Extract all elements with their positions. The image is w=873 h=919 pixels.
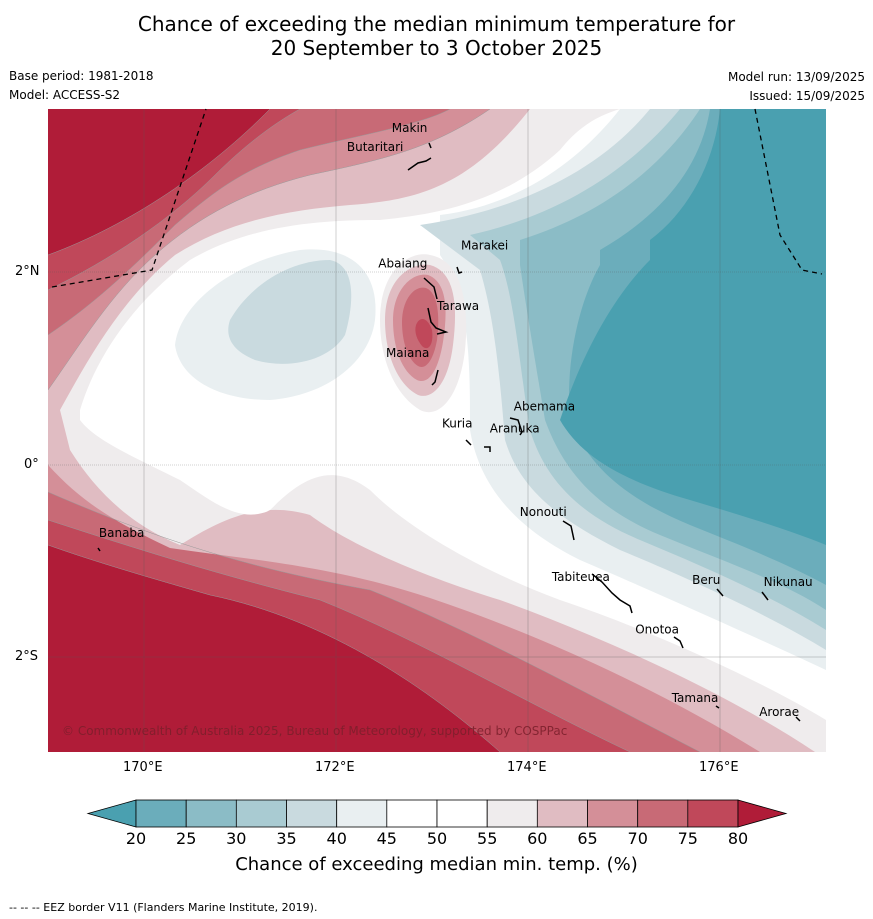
colorbar-segment [687,799,739,828]
y-tick-2N: 2°N [15,264,40,279]
island-abaiang [423,277,438,300]
colorbar-tick: 40 [326,829,347,848]
place-label-makin: Makin [392,121,428,135]
eez-border [51,108,823,288]
colorbar-segment [185,799,237,828]
y-tick-2S: 2°S [15,649,39,664]
colorbar-segment [235,799,287,828]
place-label-marakei: Marakei [461,239,508,253]
island-maiana [431,369,439,386]
colorbar-segment [386,799,438,828]
colorbar-tick: 75 [677,829,698,848]
island-tamana [715,705,720,709]
colorbar-segment [436,799,488,828]
white-patch [241,454,284,513]
x-tick-176: 176°E [699,760,739,775]
contour-lines [48,109,701,752]
island-banaba [97,547,101,552]
chart-title-line-1: Chance of exceeding the median minimum t… [137,12,736,36]
island-makin [428,142,432,149]
warm-blob-tarawa-75 [415,318,433,349]
colorbar-segment [587,799,639,828]
colorbar-tick: 50 [426,829,448,848]
island-aranuka [484,446,491,452]
place-label-butaritari: Butaritari [347,140,404,154]
x-tick-172: 172°E [315,760,355,775]
colorbar-tick: 65 [577,829,598,848]
colorbar-tick: 25 [176,829,197,848]
colorbar-tick: 70 [627,829,648,848]
x-tick-174: 174°E [507,760,547,775]
place-label-banaba: Banaba [99,526,145,540]
colorbar-segment [486,799,538,828]
island-onotoa [673,636,684,649]
place-label-onotoa: Onotoa [635,622,679,636]
place-label-abemama: Abemama [514,399,575,413]
colorbar-segment [336,799,388,828]
island-tarawa [427,307,449,335]
model-run-date: Model run: 13/09/2025 [727,70,865,84]
colorbar-tick: 45 [376,829,397,848]
place-label-kuria: Kuria [442,417,473,431]
island-nikunau [761,591,769,601]
place-label-tamana: Tamana [671,691,719,705]
colorbar-segment [286,799,338,828]
model-name: Model: ACCESS-S2 [9,88,121,102]
island-marakei [456,266,463,274]
colorbar-tick: 55 [477,829,498,848]
graticule [48,109,826,752]
place-label-nikunau: Nikunau [764,575,813,589]
place-label-tarawa: Tarawa [436,299,479,313]
copyright-notice: © Commonwealth of Australia 2025, Bureau… [62,724,567,738]
island-arorae [795,716,801,722]
colorbar-segment [536,799,588,828]
colorbar-segment [637,799,689,828]
eez-source-note: -- -- -- EEZ border V11 (Flanders Marine… [9,901,318,914]
place-label-maiana: Maiana [386,346,429,360]
colorbar-tick: 30 [226,829,247,848]
base-period: Base period: 1981-2018 [9,69,154,83]
colorbar-tick: 80 [727,829,749,848]
island-kuria [465,439,472,446]
colorbar [86,799,788,828]
island-butaritari [407,157,432,171]
place-label-beru: Beru [692,573,720,587]
issued-date: Issued: 15/09/2025 [749,89,865,103]
island-beru [716,588,724,597]
colorbar-tick: 35 [276,829,297,848]
band-20 [560,109,826,545]
island-tabiteuea [591,573,633,614]
island-nonouti [562,520,575,541]
place-label-nonouti: Nonouti [520,505,567,519]
colorbar-over-arrow [737,799,788,828]
colorbar-under-arrow [86,799,137,828]
colorbar-tick: 20 [125,829,147,848]
colorbar-tick: 60 [527,829,548,848]
chart-title-line-2: 20 September to 3 October 2025 [270,36,603,60]
place-label-aranuka: Aranuka [490,422,540,436]
place-label-tabiteuea: Tabiteuea [551,570,610,584]
x-tick-170: 170°E [123,760,163,775]
colorbar-title: Chance of exceeding median min. temp. (%… [235,854,638,875]
y-tick-0: 0° [24,457,39,472]
cool-blob-west-core [228,260,352,364]
colorbar-segment [135,799,187,828]
island-abemama [509,417,523,436]
place-label-abaiang: Abaiang [378,257,427,271]
island-outlines [97,142,801,722]
place-label-arorae: Arorae [759,705,799,719]
